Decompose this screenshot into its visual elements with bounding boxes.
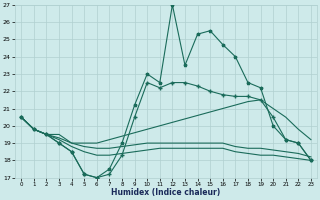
X-axis label: Humidex (Indice chaleur): Humidex (Indice chaleur) xyxy=(111,188,221,197)
